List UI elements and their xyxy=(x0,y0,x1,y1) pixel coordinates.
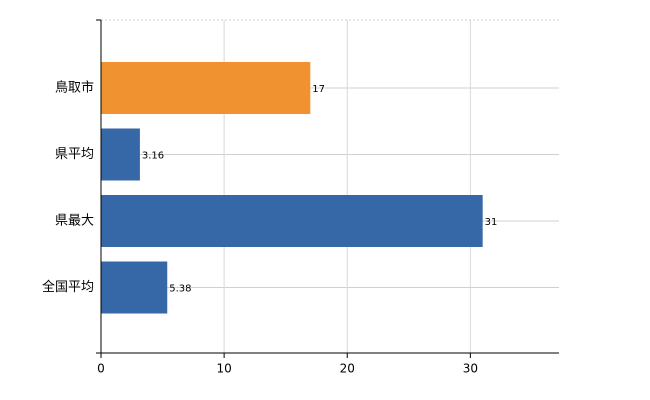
x-tick-label: 20 xyxy=(340,362,355,376)
bar xyxy=(101,62,311,114)
y-tick-label: 全国平均 xyxy=(42,279,94,295)
y-tick-label: 県最大 xyxy=(55,214,94,229)
x-tick-label: 30 xyxy=(463,362,478,376)
y-tick-label: 鳥取市 xyxy=(55,80,94,96)
bar xyxy=(101,128,140,181)
value-label: 31 xyxy=(485,217,498,228)
bar xyxy=(101,195,483,247)
x-tick-label: 0 xyxy=(97,362,105,376)
value-label: 3.16 xyxy=(142,151,164,162)
bar xyxy=(101,261,168,314)
x-tick-label: 10 xyxy=(216,362,231,376)
value-label: 5.38 xyxy=(169,284,191,295)
value-label: 17 xyxy=(312,84,325,95)
y-tick-label: 県平均 xyxy=(55,147,94,162)
